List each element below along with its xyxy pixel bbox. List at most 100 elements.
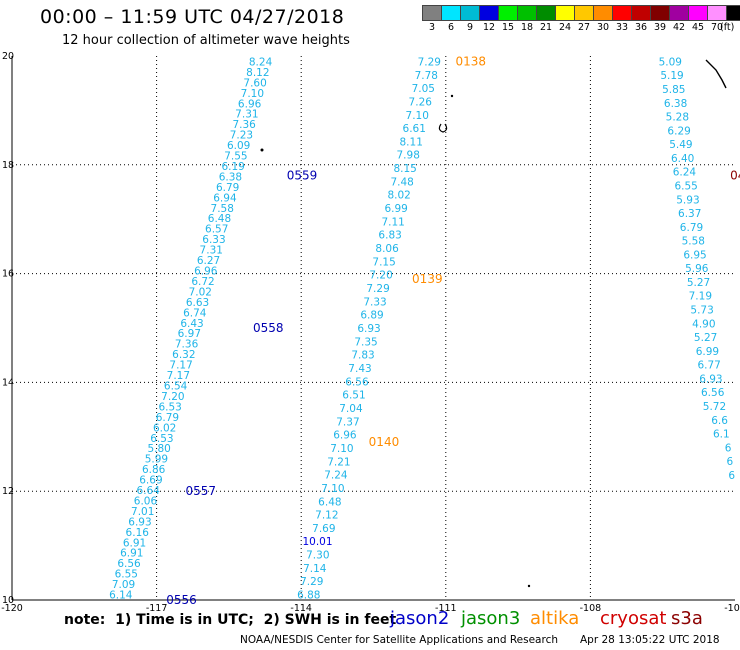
swh-value: 6.40 bbox=[671, 153, 694, 165]
swh-value: 7.31 bbox=[200, 245, 223, 257]
swh-value: 6.53 bbox=[158, 401, 181, 413]
swh-value: 6.74 bbox=[183, 307, 207, 319]
swh-value: 7.21 bbox=[327, 456, 350, 468]
page-title: 00:00 – 11:59 UTC 04/27/2018 bbox=[40, 6, 345, 28]
lon-tick-label: -111 bbox=[435, 603, 457, 614]
swh-value: 6.91 bbox=[120, 548, 143, 560]
swh-value: 5.96 bbox=[685, 263, 709, 275]
swh-value: 8.06 bbox=[375, 243, 399, 255]
swh-value: 6.48 bbox=[318, 496, 341, 508]
swh-value: 7.78 bbox=[415, 70, 438, 82]
swh-value: 7.15 bbox=[372, 256, 395, 268]
swh-value: 6.96 bbox=[238, 98, 262, 110]
swh-value: 6.79 bbox=[680, 222, 703, 234]
swh-value: 6.55 bbox=[115, 569, 138, 581]
swh-value: 6.96 bbox=[333, 430, 357, 442]
lat-tick-label: 20 bbox=[2, 51, 14, 62]
swh-value: 8.11 bbox=[400, 136, 423, 148]
swh-value: 6.91 bbox=[123, 537, 146, 549]
lon-tick-label: -114 bbox=[290, 603, 312, 614]
pass-time-label: 045 bbox=[730, 169, 740, 183]
swh-value: 6 bbox=[725, 442, 732, 454]
swh-value: 7.10 bbox=[321, 483, 344, 495]
swh-value: 7.11 bbox=[381, 216, 404, 228]
swh-value: 6.69 bbox=[139, 475, 162, 487]
swh-value: 5.85 bbox=[662, 84, 685, 96]
swh-value: 5.72 bbox=[703, 401, 726, 413]
swh-value: 7.17 bbox=[167, 370, 190, 382]
swh-value: 6.57 bbox=[205, 224, 228, 236]
swh-value: 7.55 bbox=[224, 151, 247, 163]
scale-label: 70 bbox=[710, 22, 724, 33]
swh-value: 7.43 bbox=[348, 363, 371, 375]
swh-value: 5.19 bbox=[660, 70, 683, 82]
swh-value: 6.02 bbox=[153, 422, 176, 434]
swh-value: 6.99 bbox=[384, 203, 407, 215]
pass-time-label: 0557 bbox=[186, 484, 217, 498]
legend-item-s3a: s3a bbox=[671, 608, 703, 629]
scale-label: 27 bbox=[577, 22, 591, 33]
swh-value: 5.58 bbox=[682, 236, 705, 248]
swh-value: 8.15 bbox=[393, 163, 416, 175]
swh-value: 6.53 bbox=[150, 433, 173, 445]
swh-value: 10.01 bbox=[302, 536, 332, 548]
swh-value: 6.43 bbox=[180, 318, 203, 330]
page-subtitle: 12 hour collection of altimeter wave hei… bbox=[62, 33, 350, 48]
scale-label: 3 bbox=[428, 22, 436, 33]
pass-time-label: 0556 bbox=[166, 593, 197, 607]
swh-value: 7.05 bbox=[412, 83, 435, 95]
scale-label: 18 bbox=[520, 22, 534, 33]
swh-value: 7.20 bbox=[161, 391, 184, 403]
swh-value: 6.93 bbox=[357, 323, 380, 335]
scale-label: 9 bbox=[466, 22, 474, 33]
island-outline bbox=[438, 123, 448, 133]
swh-value: 6.06 bbox=[134, 495, 158, 507]
swh-value: 7.14 bbox=[303, 563, 327, 575]
swh-value: 6.16 bbox=[126, 527, 150, 539]
scale-label: 15 bbox=[501, 22, 515, 33]
island-dot bbox=[260, 148, 264, 152]
swh-value: 6.32 bbox=[172, 349, 195, 361]
swh-value: 5.73 bbox=[690, 305, 713, 317]
scale-label: 6 bbox=[447, 22, 455, 33]
swh-value: 7.26 bbox=[409, 96, 433, 108]
swh-value: 6.79 bbox=[216, 182, 239, 194]
swh-value: 5.80 bbox=[147, 443, 170, 455]
swh-value: 7.36 bbox=[175, 339, 199, 351]
lat-tick-label: 16 bbox=[2, 269, 14, 280]
swh-value: 7.37 bbox=[336, 416, 359, 428]
swh-value: 6.37 bbox=[678, 208, 701, 220]
swh-value: 6.56 bbox=[345, 376, 369, 388]
swh-value: 6.93 bbox=[699, 373, 722, 385]
swh-value: 6.56 bbox=[701, 387, 725, 399]
swh-value: 7.33 bbox=[363, 296, 386, 308]
swh-value: 8.24 bbox=[249, 56, 273, 68]
swh-value: 7.10 bbox=[406, 110, 429, 122]
swh-value: 6.63 bbox=[186, 297, 209, 309]
swh-value: 6.97 bbox=[178, 328, 201, 340]
swh-value: 6.27 bbox=[197, 255, 220, 267]
pass-time-label: 0138 bbox=[455, 54, 486, 68]
swh-value: 7.48 bbox=[390, 176, 413, 188]
swh-value: 6.88 bbox=[297, 590, 320, 602]
swh-value: 7.29 bbox=[300, 576, 323, 588]
swh-value: 7.19 bbox=[689, 291, 712, 303]
pass-time-label: 0140 bbox=[369, 435, 400, 449]
swh-value: 6 bbox=[728, 470, 735, 482]
swh-value: 7.10 bbox=[241, 88, 264, 100]
lon-tick-label: -117 bbox=[146, 603, 168, 614]
swh-value: 7.09 bbox=[112, 579, 135, 591]
swh-value: 7.58 bbox=[211, 203, 234, 215]
scale-label: 45 bbox=[691, 22, 705, 33]
note-text: note: 1) Time is in UTC; 2) SWH is in fe… bbox=[64, 612, 397, 628]
swh-value: 6.29 bbox=[667, 125, 690, 137]
swh-value: 6.99 bbox=[696, 346, 719, 358]
swh-value: 6.38 bbox=[219, 171, 242, 183]
lon-tick-label: -120 bbox=[1, 603, 23, 614]
lon-tick-label: -105 bbox=[724, 603, 740, 614]
swh-value: 7.35 bbox=[354, 336, 377, 348]
scale-label: 12 bbox=[482, 22, 496, 33]
pass-time-label: 0139 bbox=[412, 272, 443, 286]
